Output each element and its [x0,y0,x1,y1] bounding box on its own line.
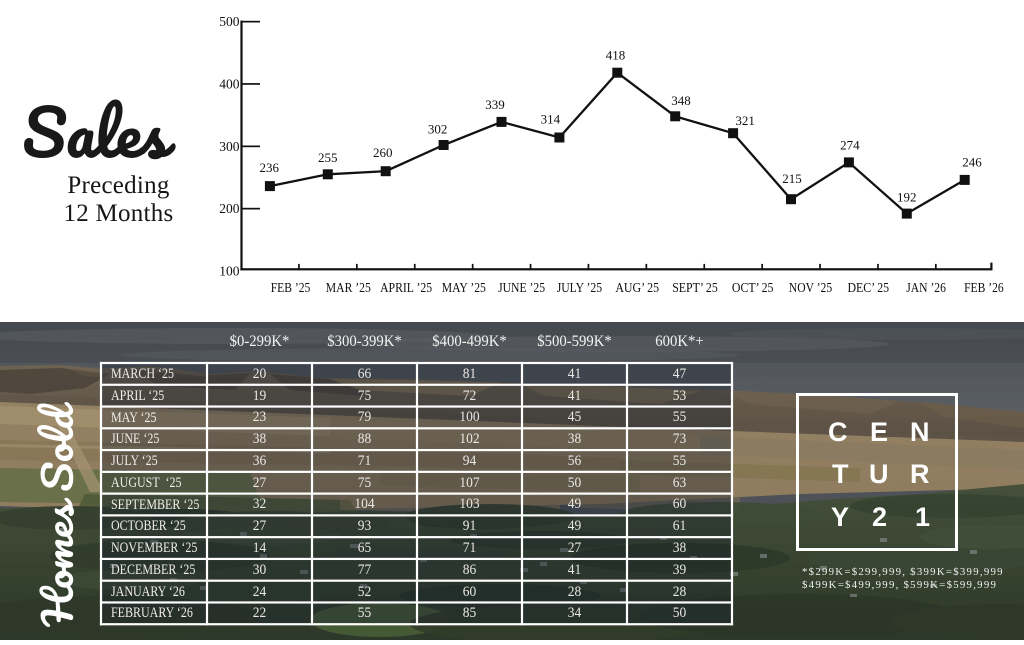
svg-text:JULY ’25: JULY ’25 [557,280,603,295]
svg-text:418: 418 [606,47,626,62]
svg-text:AUG’ 25: AUG’ 25 [615,280,659,295]
svg-text:500: 500 [219,14,240,29]
svg-text:100: 100 [219,264,240,279]
svg-text:SEPT’ 25: SEPT’ 25 [672,280,718,295]
svg-text:314: 314 [541,111,561,126]
svg-text:APRIL ’25: APRIL ’25 [380,280,432,295]
svg-text:236: 236 [259,160,279,175]
svg-text:246: 246 [962,154,982,169]
svg-text:255: 255 [318,150,338,165]
svg-text:192: 192 [897,189,917,204]
svg-text:JUNE ’25: JUNE ’25 [498,280,545,295]
svg-text:348: 348 [671,93,691,108]
svg-text:FEB ’26: FEB ’26 [964,280,1004,295]
svg-text:260: 260 [373,145,393,160]
svg-text:MAY ’25: MAY ’25 [442,280,487,295]
svg-text:321: 321 [735,113,755,128]
svg-text:274: 274 [840,138,860,153]
svg-text:JAN ’26: JAN ’26 [906,280,946,295]
svg-text:400: 400 [219,77,240,92]
svg-text:215: 215 [782,171,802,186]
svg-text:DEC’ 25: DEC’ 25 [848,280,890,295]
svg-text:339: 339 [485,97,505,112]
svg-text:FEB ’25: FEB ’25 [271,280,311,295]
svg-text:NOV ’25: NOV ’25 [789,280,833,295]
svg-text:OCT’ 25: OCT’ 25 [732,280,774,295]
svg-text:302: 302 [428,121,448,136]
svg-text:200: 200 [219,201,240,216]
svg-text:300: 300 [219,139,240,154]
svg-text:MAR ’25: MAR ’25 [326,280,371,295]
